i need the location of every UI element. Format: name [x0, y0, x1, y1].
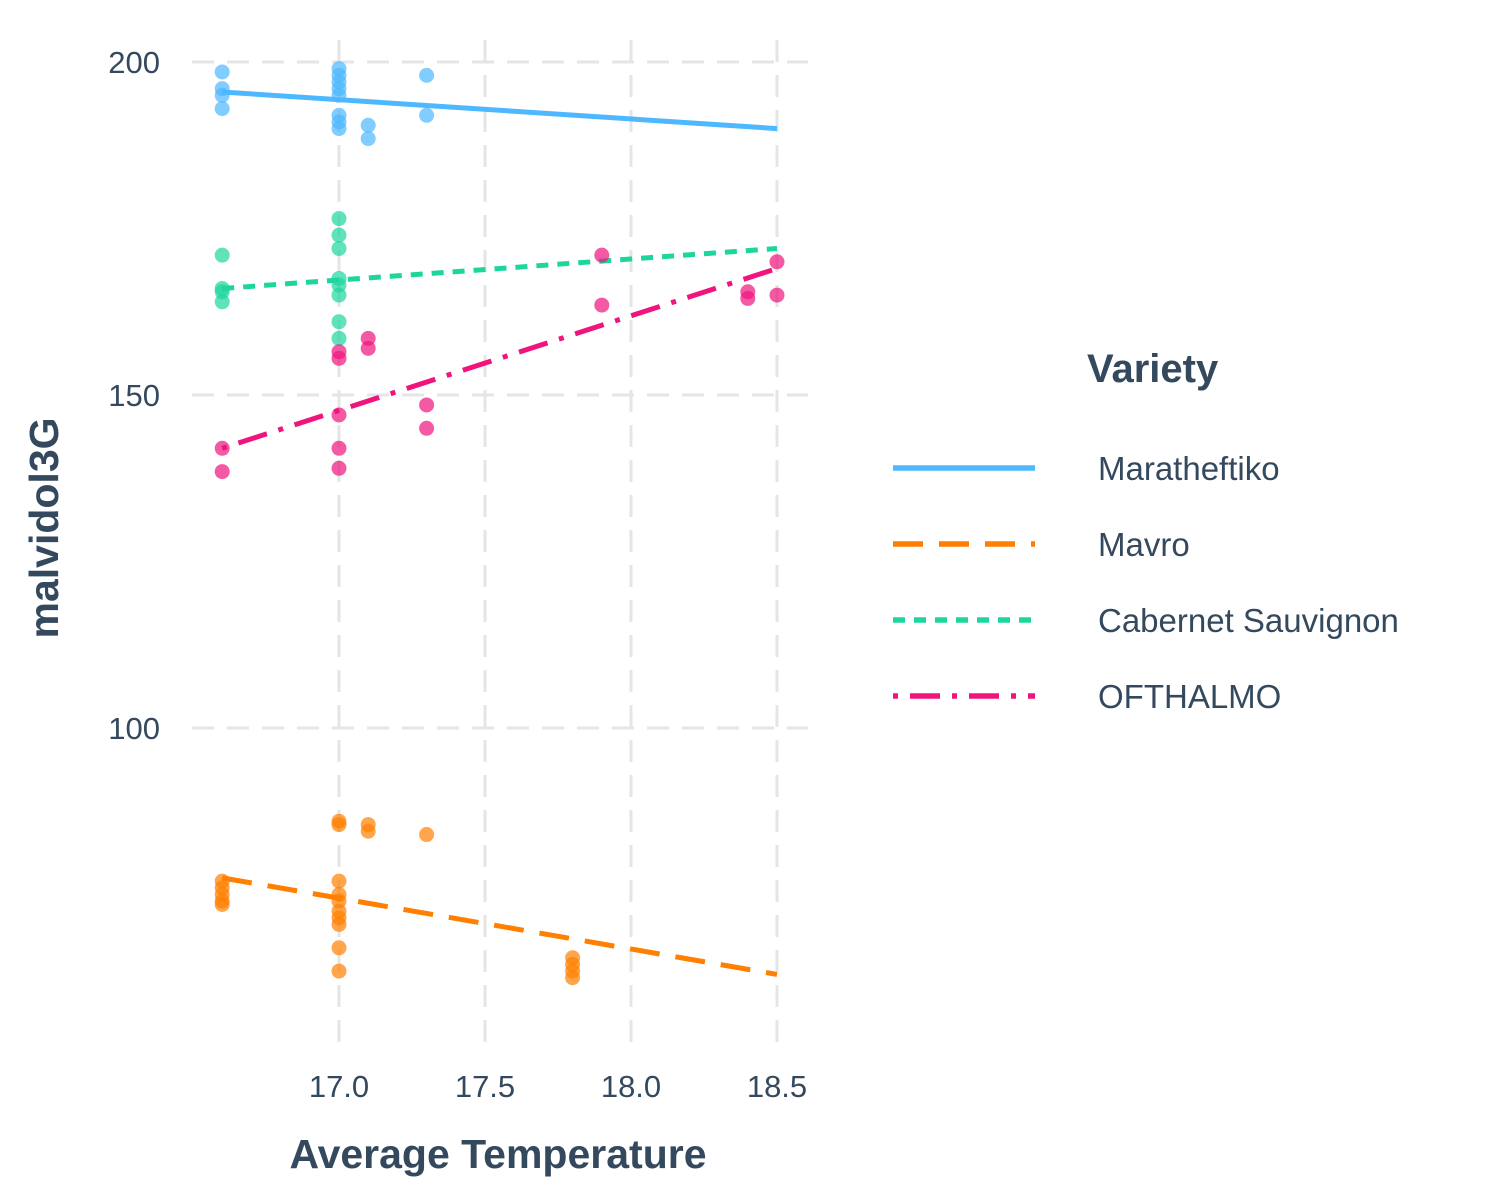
data-point: [331, 240, 347, 256]
data-point: [594, 247, 610, 263]
data-point: [360, 131, 376, 147]
data-point: [419, 107, 435, 123]
data-point: [214, 101, 230, 117]
legend-title: Variety: [1087, 347, 1219, 391]
fit-lines: [221, 89, 778, 977]
x-tick-label: 17.0: [309, 1069, 369, 1104]
series-fit-line: [222, 245, 778, 291]
data-point: [214, 440, 230, 456]
data-point: [331, 873, 347, 889]
data-point: [331, 460, 347, 476]
x-tick-label: 18.0: [601, 1069, 661, 1104]
data-point: [419, 67, 435, 83]
x-axis-ticks: 17.0 17.5 18.0 18.5: [309, 1069, 807, 1104]
x-axis-title: Average Temperature: [289, 1131, 706, 1177]
data-point: [331, 350, 347, 366]
data-point: [769, 287, 785, 303]
data-point: [331, 817, 347, 833]
grid-lines: [192, 40, 808, 1055]
data-point: [214, 294, 230, 310]
data-point: [331, 330, 347, 346]
data-point: [331, 211, 347, 227]
y-tick-label: 150: [108, 378, 160, 413]
x-tick-label: 18.5: [747, 1069, 807, 1104]
data-point: [565, 970, 581, 986]
y-axis-title: malvidol3G: [21, 417, 67, 638]
data-point: [331, 407, 347, 423]
data-point: [331, 963, 347, 979]
legend-label: OFTHALMO: [1098, 678, 1281, 715]
data-point: [419, 420, 435, 436]
data-point: [360, 823, 376, 839]
y-tick-label: 100: [108, 711, 160, 746]
legend-label: Cabernet Sauvignon: [1098, 602, 1399, 639]
data-point: [331, 287, 347, 303]
series-fit-line: [222, 89, 778, 132]
data-point: [360, 340, 376, 356]
x-tick-label: 17.5: [455, 1069, 515, 1104]
data-point: [594, 297, 610, 313]
series-fit-line: [221, 266, 778, 451]
data-point: [419, 827, 435, 843]
data-point: [360, 117, 376, 133]
data-point: [419, 397, 435, 413]
legend-label: Maratheftiko: [1098, 450, 1280, 487]
y-tick-label: 200: [108, 45, 160, 80]
data-point: [214, 87, 230, 103]
y-axis-ticks: 100 150 200: [108, 45, 160, 746]
data-point: [214, 64, 230, 80]
data-point: [214, 896, 230, 912]
data-point: [214, 464, 230, 480]
legend: Variety Maratheftiko Mavro Cabernet Sauvig…: [893, 347, 1399, 715]
legend-label: Mavro: [1098, 526, 1190, 563]
data-point: [331, 87, 347, 103]
data-point: [740, 290, 756, 306]
legend-items: Maratheftiko Mavro Cabernet Sauvignon OFTHA…: [893, 450, 1399, 715]
data-point: [331, 940, 347, 956]
data-point: [331, 314, 347, 330]
data-point: [331, 227, 347, 243]
data-point: [214, 247, 230, 263]
data-point: [331, 916, 347, 932]
series-fit-line: [221, 875, 778, 977]
data-point: [331, 440, 347, 456]
data-point: [769, 254, 785, 270]
data-point: [331, 121, 347, 137]
data-points: [214, 61, 785, 986]
